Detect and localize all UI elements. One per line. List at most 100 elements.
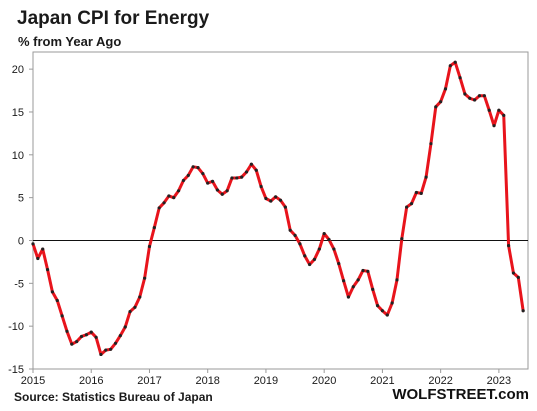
data-point — [123, 325, 127, 329]
data-point — [113, 341, 118, 345]
data-point — [371, 287, 375, 291]
data-point — [492, 124, 496, 128]
data-point — [104, 348, 108, 352]
y-tick-label: -5 — [14, 278, 24, 290]
data-point — [278, 198, 283, 202]
data-point — [463, 92, 467, 96]
x-tick-label: 2021 — [370, 375, 394, 387]
y-tick-label: 10 — [12, 150, 24, 162]
y-tick-label: 15 — [12, 107, 24, 119]
data-point — [50, 290, 55, 294]
data-point — [468, 96, 472, 100]
data-point — [167, 194, 171, 198]
series-line — [31, 60, 525, 356]
data-point — [220, 192, 224, 196]
data-point — [41, 247, 45, 251]
y-tick-label: 5 — [18, 193, 24, 205]
data-point — [473, 98, 477, 102]
data-point — [395, 278, 399, 282]
data-point — [94, 335, 98, 339]
x-tick-label: 2017 — [137, 375, 161, 387]
data-point — [521, 309, 525, 313]
data-point — [84, 333, 88, 337]
data-point — [502, 113, 506, 117]
data-point — [99, 352, 103, 357]
data-point — [308, 262, 312, 267]
data-point — [55, 298, 59, 303]
data-point — [516, 275, 520, 279]
data-point — [244, 170, 249, 174]
data-point — [477, 94, 482, 98]
data-point — [288, 228, 292, 232]
data-point — [312, 257, 317, 261]
data-point — [405, 205, 409, 209]
data-point — [259, 184, 263, 189]
data-point — [303, 254, 307, 258]
data-point — [322, 232, 326, 236]
data-point — [497, 108, 501, 112]
data-point — [434, 105, 438, 109]
plot-frame — [32, 51, 529, 370]
data-point — [269, 199, 273, 203]
data-point — [147, 244, 152, 249]
data-point — [380, 309, 385, 313]
chart-series — [31, 60, 525, 357]
data-point — [317, 247, 321, 251]
data-point — [361, 268, 365, 273]
data-point — [453, 60, 457, 64]
x-tick-label: 2020 — [312, 375, 336, 387]
data-point — [414, 190, 418, 195]
data-point — [419, 191, 423, 195]
data-point — [356, 278, 360, 282]
data-point — [75, 339, 79, 344]
data-point — [458, 76, 462, 80]
data-point — [191, 165, 195, 169]
data-point — [176, 189, 181, 193]
data-point — [181, 178, 186, 183]
data-point — [201, 172, 205, 176]
data-point — [439, 100, 443, 104]
data-point — [482, 94, 486, 98]
data-point — [215, 188, 220, 192]
data-point — [341, 279, 346, 283]
data-point — [400, 237, 404, 241]
data-point — [235, 176, 239, 180]
data-point — [448, 64, 452, 68]
data-point — [230, 176, 234, 180]
data-point — [283, 205, 287, 209]
data-point — [254, 168, 258, 172]
data-point — [45, 268, 50, 272]
data-point — [274, 195, 278, 199]
brand-logo-text: WOLFSTREET.com — [392, 386, 529, 403]
data-point — [162, 201, 166, 205]
data-point — [351, 285, 355, 289]
data-point — [249, 162, 253, 166]
data-point — [385, 313, 389, 317]
data-point — [210, 179, 215, 183]
data-point — [293, 233, 297, 237]
data-point — [390, 301, 394, 305]
data-point — [79, 334, 84, 339]
x-tick-label: 2022 — [428, 375, 452, 387]
data-point — [152, 226, 156, 230]
y-tick-label: 0 — [18, 235, 24, 247]
data-point — [65, 329, 69, 333]
data-point — [70, 342, 74, 346]
data-point — [487, 108, 491, 112]
data-point — [143, 276, 147, 280]
data-point — [186, 173, 190, 177]
data-point — [109, 347, 113, 351]
data-point — [298, 242, 302, 246]
source-note: Source: Statistics Bureau of Japan — [14, 390, 213, 404]
data-point — [424, 175, 428, 179]
data-point — [506, 244, 511, 248]
data-point — [429, 142, 433, 146]
data-point — [409, 202, 414, 206]
chart-title: Japan CPI for Energy — [17, 8, 210, 29]
x-tick-label: 2018 — [195, 375, 219, 387]
data-point — [89, 330, 93, 334]
data-point — [225, 189, 229, 193]
data-point — [346, 295, 351, 299]
